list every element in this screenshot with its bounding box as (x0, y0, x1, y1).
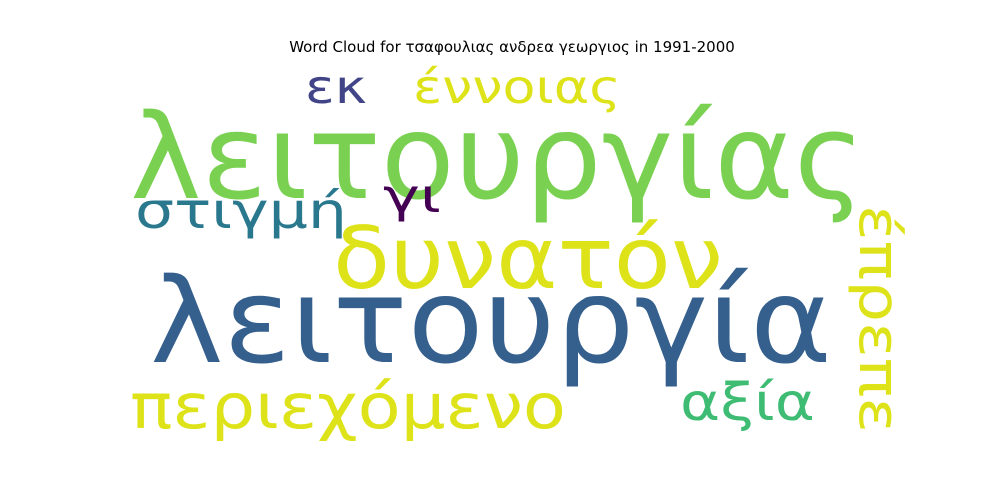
word-3: δυνατόν (333, 209, 723, 309)
chart-title: Word Cloud for τσαφουλιας ανδρεα γεωργιο… (289, 38, 735, 56)
word-5: στιγμή (135, 182, 347, 240)
word-9: εκ (305, 60, 367, 114)
word-4: περιεχόμενο (130, 370, 566, 443)
word-8: έννοιας (413, 60, 621, 114)
word-7: αξία (680, 373, 815, 433)
word-6: έπρεπε (846, 205, 911, 433)
word-10: γι (383, 169, 441, 223)
word-2: λειτουργία (150, 252, 832, 390)
word-1: λειτουργίας (130, 88, 865, 226)
